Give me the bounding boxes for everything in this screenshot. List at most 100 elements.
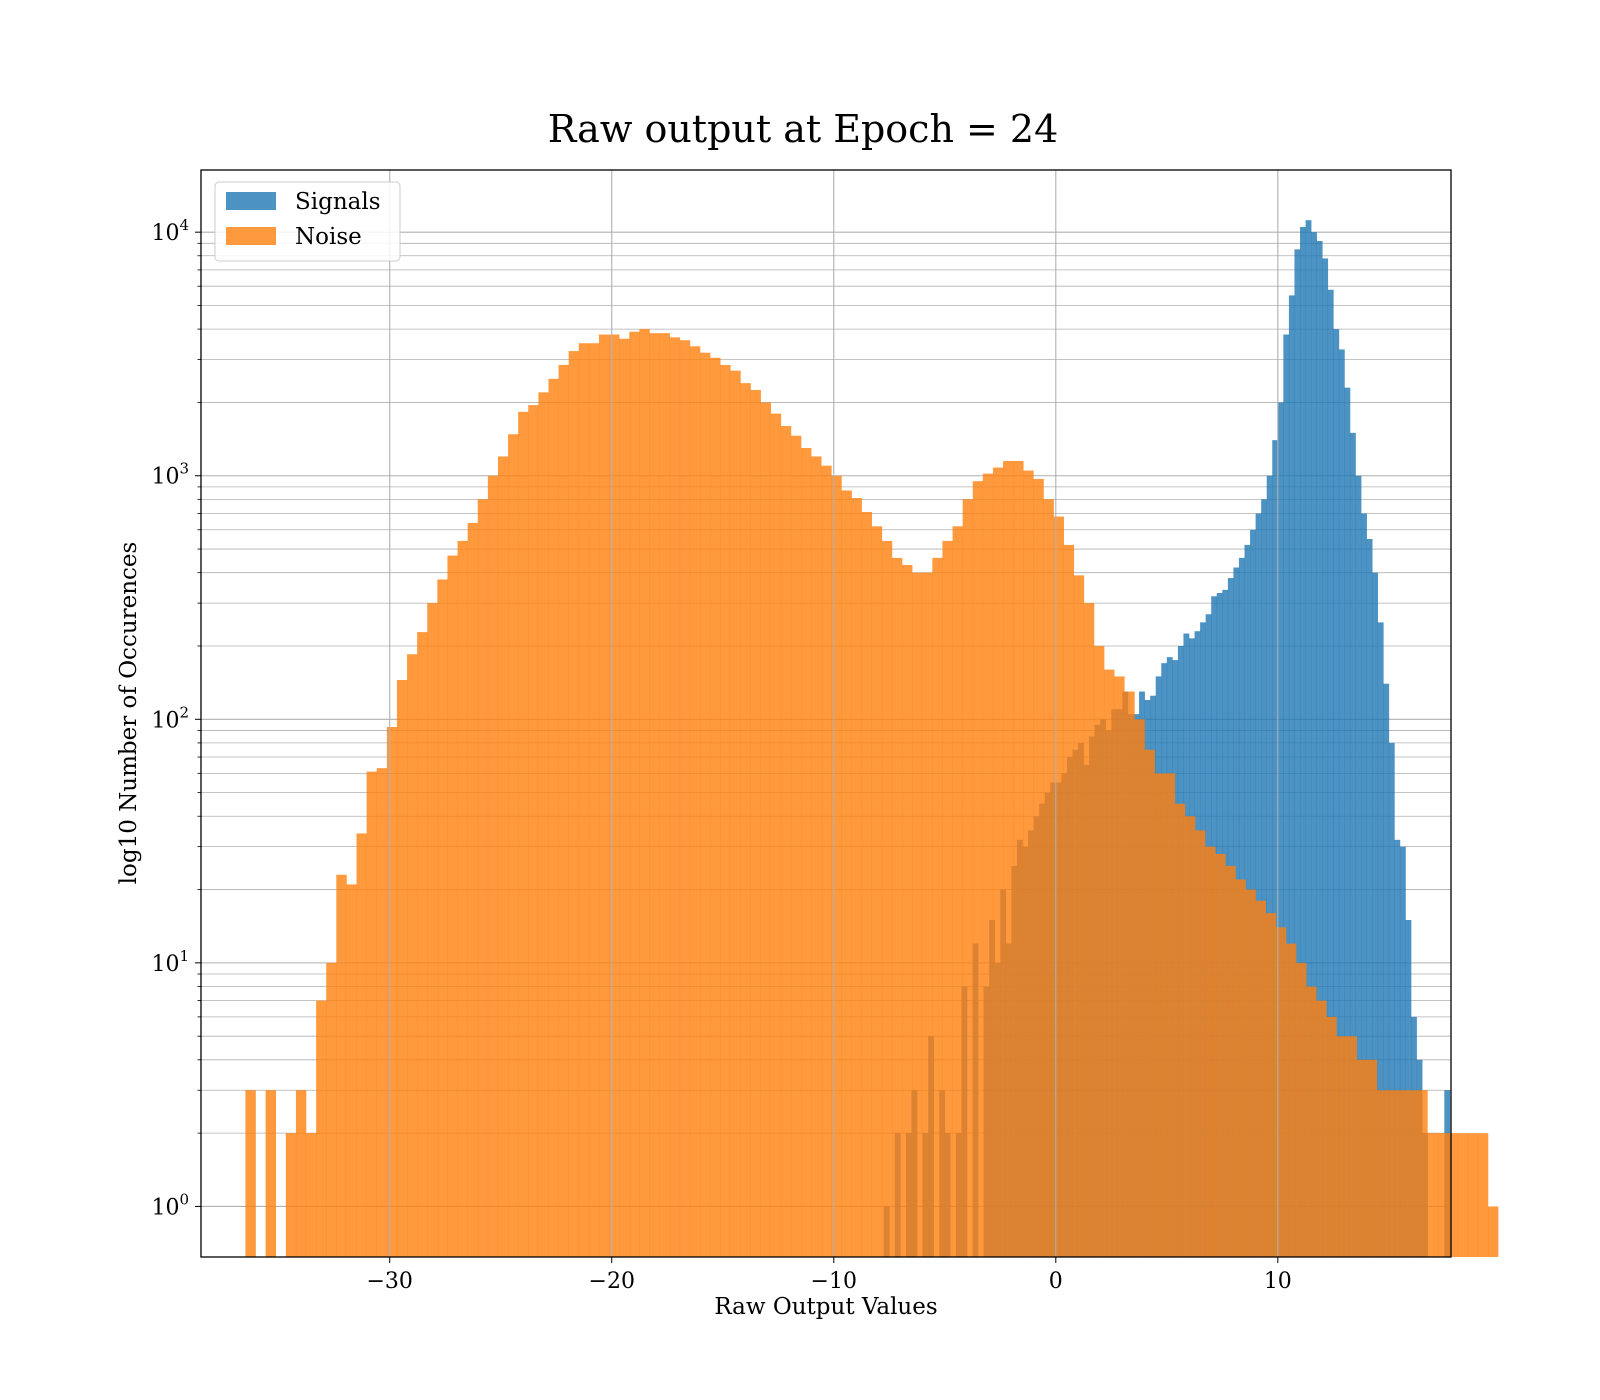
histogram-bar	[639, 329, 650, 1257]
histogram-bar	[1272, 440, 1279, 1257]
histogram-bar	[1261, 499, 1268, 1257]
x-axis-ticks: −30 −20 −10 0 10	[367, 1257, 1292, 1294]
plot-frame	[200, 169, 1452, 1258]
histogram-bar	[770, 413, 782, 1257]
plot-vgrid	[389, 170, 1279, 1257]
histogram-bar	[1285, 943, 1297, 1257]
histogram-bar	[861, 511, 873, 1257]
histogram-bar	[1300, 227, 1306, 1257]
histogram-bar	[467, 522, 479, 1257]
histogram-bar	[1457, 1133, 1469, 1257]
histogram-bar	[972, 481, 984, 1257]
histogram-bar	[1361, 513, 1367, 1257]
histogram-bar	[407, 654, 418, 1257]
histogram-bar	[1366, 1059, 1378, 1257]
x-tick-label: 10	[1264, 1269, 1292, 1294]
histogram-bar	[346, 884, 357, 1257]
legend-swatch-signals	[226, 192, 276, 210]
histogram-bar	[508, 434, 519, 1257]
histogram-bar	[689, 346, 701, 1257]
y-tick-label: 100	[151, 1190, 189, 1220]
histogram-bar	[982, 473, 994, 1258]
histogram-bar	[1283, 334, 1290, 1257]
histogram-bar	[1477, 1133, 1489, 1257]
histogram-bar	[1316, 1000, 1327, 1257]
histogram-bar	[891, 557, 903, 1257]
histogram-bar	[851, 498, 862, 1258]
histogram-bar	[285, 1133, 297, 1257]
histogram-bar	[1053, 516, 1064, 1257]
histogram-bar	[1215, 853, 1226, 1257]
histogram-bar	[366, 771, 378, 1257]
histogram-bar	[1296, 962, 1307, 1257]
histogram-bar	[1073, 575, 1085, 1257]
histogram-bar	[760, 402, 772, 1257]
histogram-bar	[700, 352, 711, 1257]
histogram-bar	[1205, 846, 1216, 1257]
histogram-bar	[1336, 1036, 1347, 1257]
histogram-bar	[902, 565, 913, 1257]
histogram-bar	[1383, 683, 1390, 1257]
x-tick-label: 0	[1049, 1269, 1063, 1294]
histogram-bar	[336, 874, 347, 1257]
histogram-bar	[1265, 913, 1277, 1257]
histogram-bar	[1372, 572, 1379, 1257]
histogram-bar	[457, 540, 468, 1257]
histogram-bar	[1245, 889, 1256, 1257]
histogram-bar	[1195, 830, 1206, 1257]
histogram-bar	[1399, 846, 1406, 1257]
x-tick-label: −30	[367, 1269, 413, 1294]
histogram-bar	[1344, 387, 1351, 1258]
histogram-bar	[1349, 432, 1356, 1257]
histogram-bar	[1154, 773, 1165, 1257]
histogram-bar	[780, 426, 792, 1258]
histogram-bar	[1225, 865, 1236, 1257]
histogram-bar	[1255, 513, 1262, 1257]
histogram-bar	[669, 337, 681, 1257]
histogram-bar	[1093, 645, 1105, 1257]
histogram-bar	[1144, 749, 1155, 1257]
histogram-bar	[750, 389, 761, 1257]
x-axis-label: Raw Output Values	[714, 1294, 937, 1320]
histogram-bar	[1316, 240, 1323, 1257]
histogram-bar	[1174, 803, 1186, 1257]
series-noise	[245, 329, 1499, 1258]
histogram-bar	[1397, 1090, 1408, 1257]
histogram-bar	[720, 364, 731, 1257]
histogram-bar	[1427, 1133, 1438, 1257]
y-tick-label: 103	[151, 460, 189, 490]
histogram-bar	[396, 680, 408, 1257]
y-tick-label: 102	[151, 703, 189, 733]
legend: Signals Noise	[214, 181, 401, 262]
histogram-bar	[962, 499, 974, 1257]
histogram-bar	[1063, 544, 1075, 1257]
histogram-bar	[1311, 232, 1317, 1258]
histogram-bar	[1043, 499, 1054, 1257]
histogram-bar	[1376, 1090, 1388, 1257]
histogram-bar	[649, 333, 660, 1257]
histogram-bar	[558, 364, 569, 1257]
histogram-bar	[1388, 742, 1395, 1257]
histogram-bar	[1235, 879, 1246, 1257]
histogram-bar	[1322, 258, 1329, 1258]
histogram-bar	[326, 962, 337, 1257]
legend-swatch-noise	[226, 227, 276, 245]
histogram-bar	[1164, 773, 1176, 1257]
histogram-bar	[1467, 1133, 1479, 1257]
y-axis-ticks: 100 101 102 103 104	[151, 216, 201, 1220]
histogram-bar	[376, 768, 388, 1257]
histogram-bar	[922, 572, 933, 1257]
histogram-bar	[1277, 402, 1284, 1257]
histogram-bar	[1114, 676, 1125, 1257]
histogram-bar	[356, 833, 367, 1257]
histogram-bar	[679, 340, 691, 1257]
histogram-bar	[1003, 460, 1014, 1257]
histogram-bar	[1305, 220, 1312, 1257]
histogram-bar	[528, 405, 539, 1257]
histogram-bar	[841, 490, 852, 1258]
histogram-bar	[992, 467, 1004, 1258]
histogram-bar	[598, 334, 610, 1257]
histogram-bar	[811, 456, 822, 1258]
histogram-bar	[518, 411, 529, 1258]
